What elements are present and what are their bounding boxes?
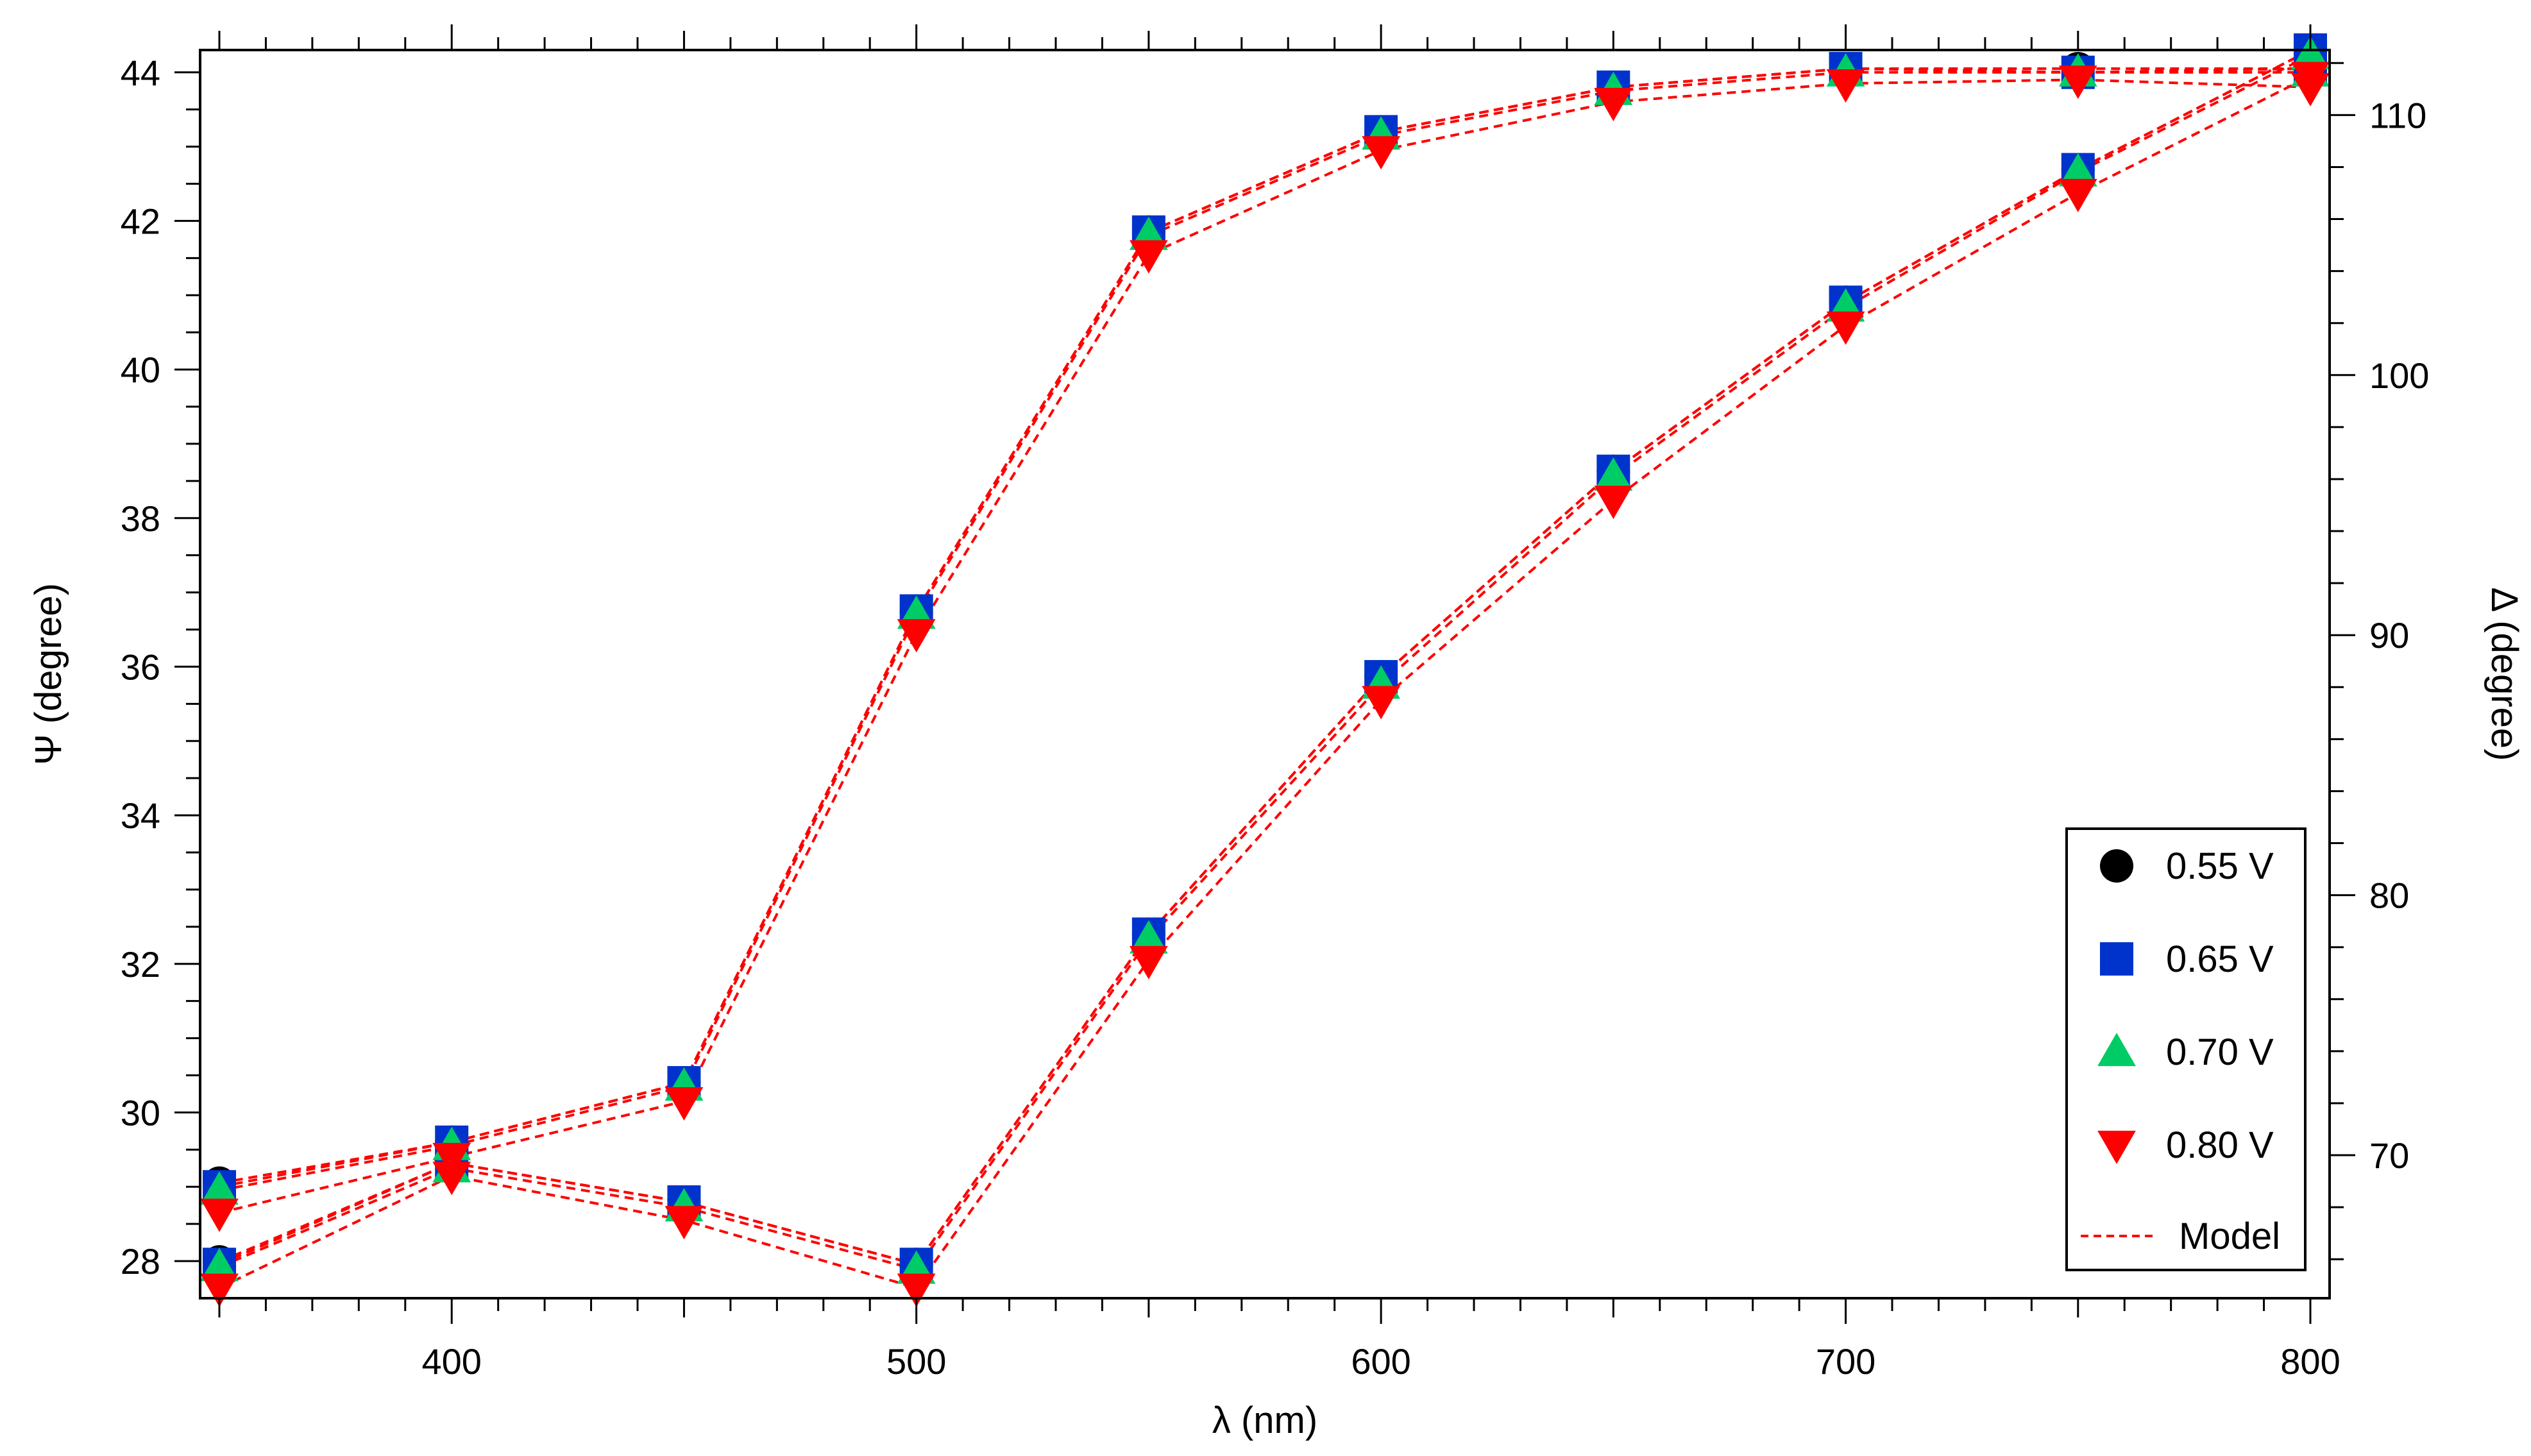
legend-marker	[2100, 942, 2133, 976]
legend: 0.55 V 0.65 V 0.70 V 0.80 V Model	[2065, 827, 2307, 1271]
data-point-delta	[2291, 36, 2330, 70]
model-line-psi	[219, 67, 2311, 1189]
y-right-tick-label: 80	[2369, 876, 2409, 916]
data-point-delta	[1594, 486, 1633, 520]
y-right-tick-label: 70	[2369, 1135, 2409, 1176]
model-line-delta	[219, 54, 2311, 1271]
data-point-psi	[897, 619, 936, 653]
model-line-psi	[219, 67, 2310, 1185]
y-left-tick-label: 34	[121, 795, 160, 836]
y-right-tick-label: 110	[2369, 95, 2426, 135]
legend-label: 0.70 V	[2166, 1031, 2274, 1073]
model-line-psi	[219, 78, 2311, 1214]
legend-marker	[2097, 1033, 2136, 1067]
data-markers	[200, 33, 2330, 1307]
y-right-axis-title: Δ (degree)	[2484, 588, 2525, 761]
data-point-delta	[432, 1162, 471, 1196]
legend-label: 0.80 V	[2166, 1124, 2274, 1166]
data-point-psi	[200, 1198, 239, 1232]
y-right-tick-label: 100	[2369, 355, 2429, 396]
data-point-delta	[2058, 153, 2097, 187]
x-tick-label: 800	[2280, 1341, 2340, 1382]
y-left-tick-label: 30	[121, 1092, 160, 1133]
data-point-psi	[2058, 65, 2097, 99]
data-point-delta	[200, 1273, 239, 1307]
y-left-tick-label: 36	[121, 647, 160, 687]
y-left-tick-label: 40	[121, 350, 160, 390]
data-point-delta	[1129, 945, 1168, 979]
data-point-psi	[432, 1142, 471, 1176]
model-line-psi	[219, 71, 2310, 1192]
data-point-delta	[200, 1248, 239, 1282]
y-left-tick-label: 42	[121, 201, 160, 241]
y-left-axis-title: Ψ (degree)	[28, 583, 69, 765]
legend-label: 0.55 V	[2166, 845, 2274, 887]
legend-marker	[2097, 1130, 2136, 1164]
model-line-delta	[219, 49, 2311, 1266]
data-point-delta	[664, 1206, 704, 1240]
data-point-psi	[1594, 87, 1633, 121]
data-point-psi	[1129, 240, 1168, 274]
data-point-psi	[1362, 136, 1401, 170]
model-line-delta	[219, 74, 2311, 1290]
y-right-tick-label: 90	[2369, 615, 2409, 656]
data-point-delta	[1129, 920, 1168, 954]
x-tick-label: 500	[886, 1341, 946, 1382]
data-point-psi	[200, 1171, 239, 1205]
data-point-delta	[2058, 178, 2097, 212]
x-tick-label: 600	[1351, 1341, 1410, 1382]
y-left-tick-label: 28	[121, 1241, 160, 1282]
legend-model-label: Model	[2179, 1215, 2280, 1257]
data-point-psi	[664, 1087, 704, 1121]
data-point-delta	[897, 1273, 936, 1307]
data-point-delta	[1594, 457, 1633, 491]
x-axis-title: λ (nm)	[1212, 1400, 1317, 1441]
data-point-psi	[1826, 69, 1865, 103]
axes: 400 500 600 700 800 28 30 32 34 36 38 40 42 44 70 80 90 1…	[28, 24, 2525, 1441]
model-line-delta	[219, 49, 2311, 1266]
y-left-tick-label: 32	[121, 944, 160, 985]
data-point-delta	[1362, 686, 1401, 720]
y-left-tick-label: 44	[121, 53, 160, 93]
x-tick-label: 400	[422, 1341, 482, 1382]
model-lines	[219, 49, 2311, 1290]
legend-box	[2065, 827, 2307, 1271]
y-left-tick-label: 38	[121, 498, 160, 539]
data-point-delta	[1826, 311, 1865, 345]
x-tick-label: 700	[1816, 1341, 1875, 1382]
legend-label: 0.65 V	[2166, 938, 2274, 980]
data-point-delta	[2291, 62, 2330, 96]
plot-frame	[199, 49, 2331, 1299]
legend-marker	[2100, 849, 2133, 883]
